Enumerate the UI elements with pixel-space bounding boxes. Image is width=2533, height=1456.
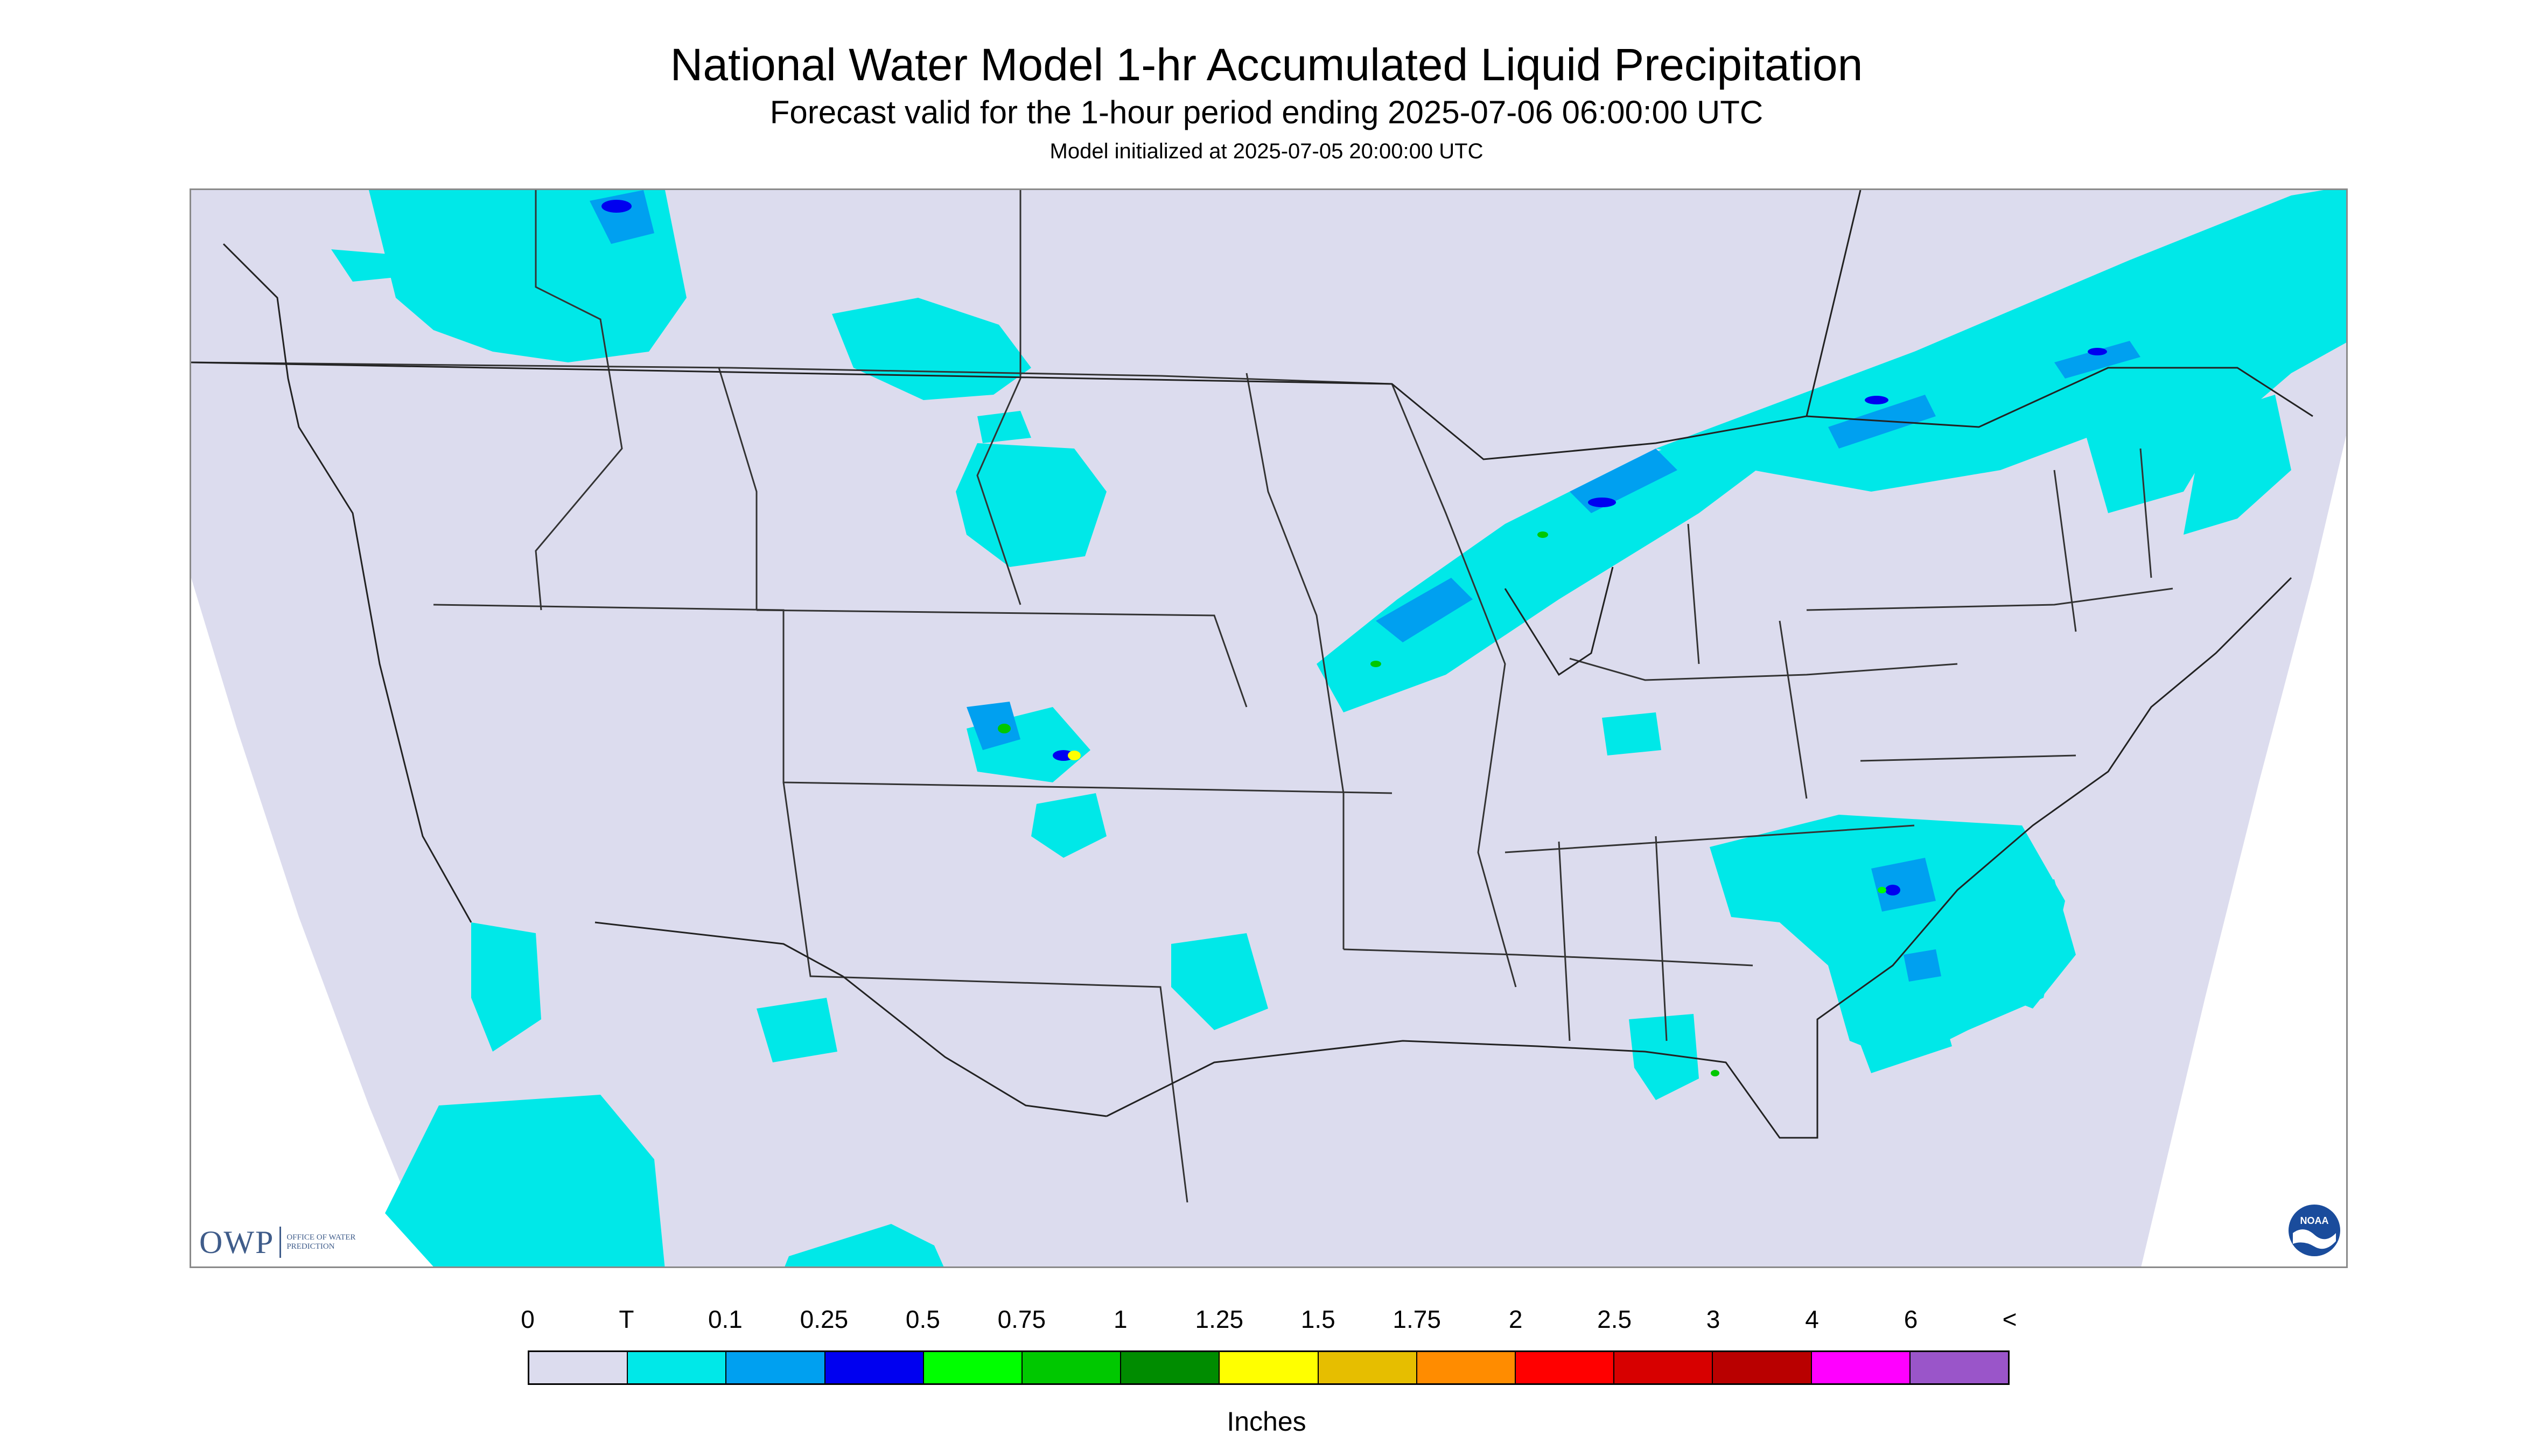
legend-tick-label: 4	[1805, 1305, 1819, 1333]
legend-swatch	[1318, 1352, 1417, 1383]
state-borders	[191, 190, 2173, 1203]
owp-logo-abbr: OWP	[199, 1224, 275, 1260]
map-subtitle: Forecast valid for the 1-hour period end…	[769, 94, 1764, 130]
country-borders	[191, 190, 2313, 1139]
legend-swatch	[1023, 1352, 1122, 1383]
legend-swatch	[1713, 1352, 1812, 1383]
noaa-seal-text: NOAA	[2300, 1215, 2329, 1226]
legend-tick-label: 1.5	[1300, 1305, 1335, 1333]
map-canvas	[191, 190, 2346, 1266]
legend-swatch	[628, 1352, 727, 1383]
legend-swatch	[726, 1352, 825, 1383]
precip-moderate-areas	[601, 200, 2107, 895]
precip-heavy-areas	[998, 531, 1886, 1076]
legend-swatch	[1811, 1352, 1911, 1383]
model-init-line: Model initialized at 2025-07-05 20:00:00…	[1049, 139, 1484, 163]
legend-tick-label: 0.25	[800, 1305, 849, 1333]
legend-tick-label: 0.75	[997, 1305, 1046, 1333]
legend-tick-label: 2	[1508, 1305, 1523, 1333]
legend-tick-label: 3	[1706, 1305, 1720, 1333]
legend-swatch	[1220, 1352, 1319, 1383]
map-title: National Water Model 1-hr Accumulated Li…	[670, 39, 1863, 90]
legend-swatch	[825, 1352, 924, 1383]
noaa-seal-icon: NOAA	[2289, 1205, 2340, 1256]
legend-colorbar	[528, 1350, 2010, 1385]
legend-tick-label: 2.5	[1597, 1305, 1632, 1333]
legend-swatch	[1614, 1352, 1713, 1383]
owp-logo: OWP OFFICE OF WATER PREDICTION	[199, 1223, 356, 1261]
legend-swatch	[1417, 1352, 1516, 1383]
precipitation-map	[190, 188, 2348, 1268]
legend-labels: 0 T 0.1 0.25 0.5 0.75 1 1.25 1.5 1.75 2 2.5 3 4 6 <	[0, 1304, 2533, 1336]
legend-swatch	[529, 1352, 628, 1383]
precip-trace-areas	[331, 190, 2346, 1266]
legend-tick-label: 1.25	[1195, 1305, 1244, 1333]
legend-tick-label: <	[2002, 1305, 2017, 1333]
legend-swatch	[1516, 1352, 1615, 1383]
legend-swatch	[1910, 1352, 2009, 1383]
legend-tick-label: 1.75	[1393, 1305, 1441, 1333]
owp-logo-divider	[279, 1227, 282, 1258]
legend-tick-label: 0.5	[905, 1305, 940, 1333]
legend-tick-label: 0	[521, 1305, 535, 1333]
legend-unit-label: Inches	[1227, 1406, 1306, 1437]
legend-swatch	[923, 1352, 1023, 1383]
legend-tick-label: 1	[1114, 1305, 1128, 1333]
legend-tick-label: 0.1	[708, 1305, 743, 1333]
legend-tick-label: T	[619, 1305, 634, 1333]
legend-tick-label: 6	[1904, 1305, 1918, 1333]
precip-light-areas	[590, 190, 2140, 982]
owp-logo-fullname: OFFICE OF WATER PREDICTION	[286, 1233, 356, 1251]
legend-swatch	[1121, 1352, 1220, 1383]
